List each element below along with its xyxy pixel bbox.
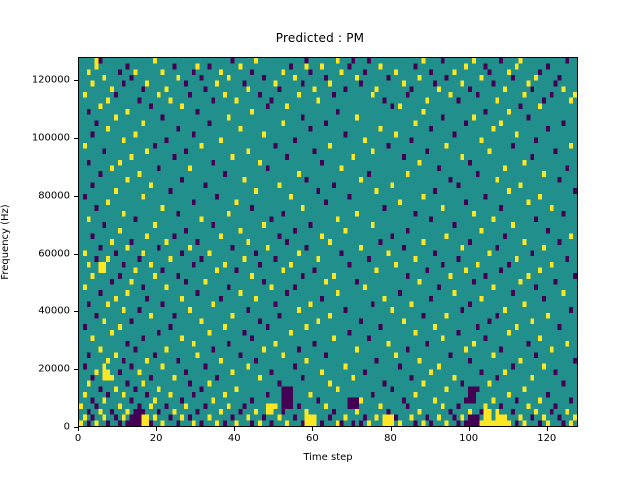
page-title: Predicted : PM xyxy=(275,31,365,45)
y-tick-mark xyxy=(74,369,78,371)
x-tick-label: 0 xyxy=(74,433,82,444)
x-tick-label: 40 xyxy=(227,433,241,444)
y-tick-label: 20000 xyxy=(38,363,70,375)
y-tick-label: 80000 xyxy=(38,190,70,202)
y-tick-label: 40000 xyxy=(38,305,70,317)
y-tick-label: 100000 xyxy=(31,132,70,144)
x-tick-label: 20 xyxy=(149,433,163,444)
x-tick-mark xyxy=(546,427,548,431)
y-tick-label: 120000 xyxy=(31,74,70,86)
x-axis-label: Time step xyxy=(303,452,353,463)
x-tick-label: 60 xyxy=(306,433,319,444)
x-tick-mark xyxy=(468,427,470,431)
y-tick-label: 60000 xyxy=(38,248,70,260)
x-tick-label: 120 xyxy=(537,433,557,444)
x-tick-mark xyxy=(78,427,79,431)
x-tick-mark xyxy=(390,427,392,431)
x-tick-label: 100 xyxy=(459,433,479,444)
y-tick-label: 0 xyxy=(63,421,70,433)
y-tick-mark xyxy=(74,137,78,139)
y-tick-mark xyxy=(74,253,78,255)
y-axis-label: Frequency (Hz) xyxy=(0,204,11,280)
x-tick-mark xyxy=(312,427,314,431)
heatmap-plot-area xyxy=(78,57,578,427)
heatmap-image xyxy=(79,58,577,426)
y-tick-mark xyxy=(74,311,78,313)
y-tick-mark xyxy=(74,427,78,428)
x-tick-mark xyxy=(234,427,236,431)
y-tick-mark xyxy=(74,80,78,82)
x-tick-label: 80 xyxy=(384,433,397,444)
y-tick-mark xyxy=(74,195,78,197)
x-tick-mark xyxy=(156,427,158,431)
